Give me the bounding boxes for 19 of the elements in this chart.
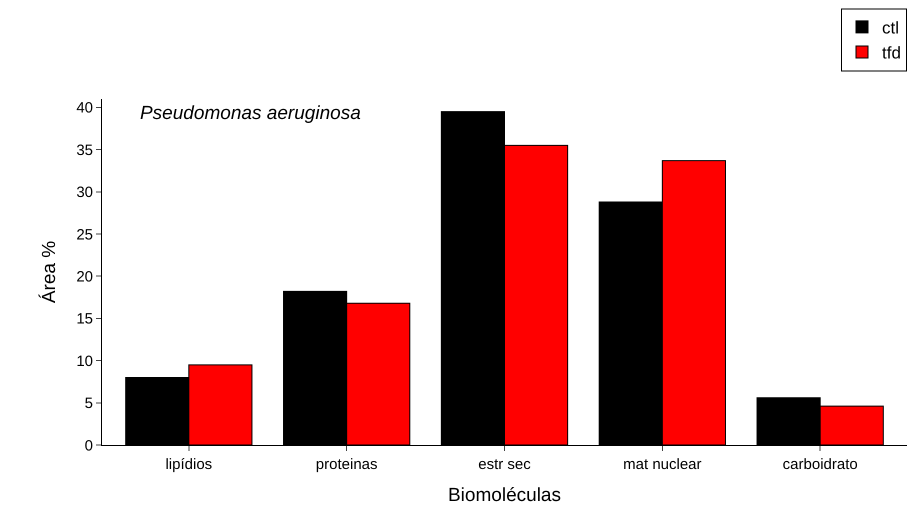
x-tick-label: estr sec — [478, 456, 532, 473]
x-tick-label: mat nuclear — [623, 456, 702, 473]
y-axis-title: Área % — [38, 240, 60, 304]
y-tick-label: 0 — [84, 437, 93, 454]
legend-label: tfd — [882, 44, 901, 63]
y-tick-label: 40 — [76, 100, 93, 117]
legend-label: ctl — [882, 18, 899, 38]
y-tick-label: 25 — [76, 226, 93, 244]
x-tick-label: lipídios — [165, 456, 212, 473]
x-tick-label: carboidrato — [782, 456, 858, 473]
x-tick-label: proteinas — [316, 456, 378, 473]
y-tick-label: 10 — [76, 352, 93, 370]
y-tick-label: 5 — [84, 395, 93, 412]
chart-title: Pseudomonas aeruginosa — [140, 103, 361, 124]
x-axis-title: Biomoléculas — [448, 484, 561, 506]
y-tick-label: 35 — [76, 142, 93, 159]
y-tick-label: 15 — [76, 310, 93, 328]
y-tick-label: 30 — [76, 184, 93, 202]
y-tick-label: 20 — [76, 268, 93, 286]
